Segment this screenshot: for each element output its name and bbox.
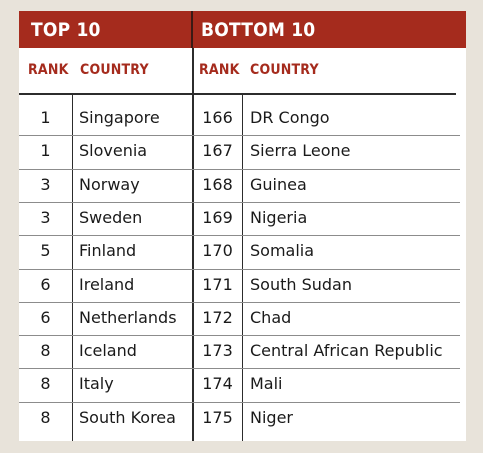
top-country-cell: Netherlands: [79, 307, 177, 327]
bottom-rank-column-divider: [242, 94, 243, 441]
top-rank-cell: 8: [40, 407, 51, 427]
bottom-country-cell: Guinea: [250, 174, 307, 194]
row-divider: [19, 235, 460, 237]
top-rank-cell: 6: [40, 274, 51, 294]
header-divider: [19, 93, 456, 95]
bottom-country-cell: Mali: [250, 374, 283, 394]
bottom-rank-header: RANK: [199, 62, 240, 78]
table-row: 8 Iceland 173 Central African Republic: [19, 334, 460, 367]
ranking-table-card: TOP 10 BOTTOM 10 RANK COUNTRY RANK COUNT…: [19, 11, 466, 441]
bottom-country-cell: Somalia: [250, 241, 315, 261]
top-rank-header: RANK: [28, 62, 69, 78]
top-rank-cell: 1: [40, 141, 51, 161]
bottom-country-header: COUNTRY: [250, 62, 319, 78]
top-country-cell: Sweden: [79, 207, 143, 227]
bottom-country-cell: South Sudan: [250, 274, 352, 294]
top-rank-column-divider: [72, 94, 73, 441]
top-country-header: COUNTRY: [80, 62, 149, 78]
bottom-country-cell: Sierra Leone: [250, 141, 351, 161]
bottom-country-cell: Nigeria: [250, 207, 308, 227]
top-rank-cell: 3: [40, 174, 51, 194]
bottom-country-cell: DR Congo: [250, 108, 330, 127]
center-divider: [192, 48, 194, 441]
row-divider: [19, 301, 460, 303]
row-divider: [19, 368, 460, 370]
top-rank-cell: 6: [40, 307, 51, 327]
top-country-cell: South Korea: [79, 407, 176, 427]
bottom-rank-cell: 175: [202, 407, 233, 427]
table-row: 6 Netherlands 172 Chad: [19, 301, 460, 334]
table-row: 1 Slovenia 167 Sierra Leone: [19, 134, 460, 167]
top-rank-cell: 8: [40, 341, 51, 361]
top-country-cell: Italy: [79, 374, 114, 394]
bottom-rank-cell: 167: [202, 141, 233, 161]
bottom-country-cell: Central African Republic: [250, 341, 443, 361]
row-divider: [19, 135, 460, 137]
bottom-rank-cell: 173: [202, 341, 233, 361]
table-row: 3 Norway 168 Guinea: [19, 168, 460, 201]
top-rank-cell: 8: [40, 374, 51, 394]
top-country-cell: Slovenia: [79, 141, 148, 161]
bottom-rank-cell: 168: [202, 174, 233, 194]
bottom-country-cell: Chad: [250, 307, 292, 327]
top-country-cell: Iceland: [79, 341, 137, 361]
banner-divider: [191, 11, 193, 48]
row-divider: [19, 401, 460, 403]
top-10-title: TOP 10: [31, 19, 101, 41]
table-row: 8 South Korea 175 Niger: [19, 401, 460, 434]
top-rank-cell: 5: [40, 241, 51, 261]
bottom-rank-cell: 172: [202, 307, 233, 327]
table-row: 8 Italy 174 Mali: [19, 367, 460, 400]
top-rank-cell: 1: [40, 108, 51, 127]
bottom-rank-cell: 166: [202, 108, 233, 127]
table-row: 1 Singapore 166 DR Congo: [19, 101, 460, 134]
bottom-rank-cell: 171: [202, 274, 233, 294]
top-rank-cell: 3: [40, 207, 51, 227]
top-country-cell: Ireland: [79, 274, 135, 294]
top-country-cell: Norway: [79, 174, 140, 194]
row-divider: [19, 168, 460, 170]
top-country-cell: Singapore: [79, 108, 160, 127]
bottom-10-title: BOTTOM 10: [201, 19, 316, 41]
row-divider: [19, 335, 460, 337]
bottom-country-cell: Niger: [250, 407, 293, 427]
row-divider: [19, 268, 460, 270]
bottom-rank-cell: 170: [202, 241, 233, 261]
bottom-rank-cell: 169: [202, 207, 233, 227]
table-row: 5 Finland 170 Somalia: [19, 234, 460, 267]
table-row: 3 Sweden 169 Nigeria: [19, 201, 460, 234]
top-country-cell: Finland: [79, 241, 137, 261]
row-divider: [19, 201, 460, 203]
title-banner: TOP 10 BOTTOM 10: [19, 11, 466, 48]
table-row: 6 Ireland 171 South Sudan: [19, 268, 460, 301]
bottom-rank-cell: 174: [202, 374, 233, 394]
